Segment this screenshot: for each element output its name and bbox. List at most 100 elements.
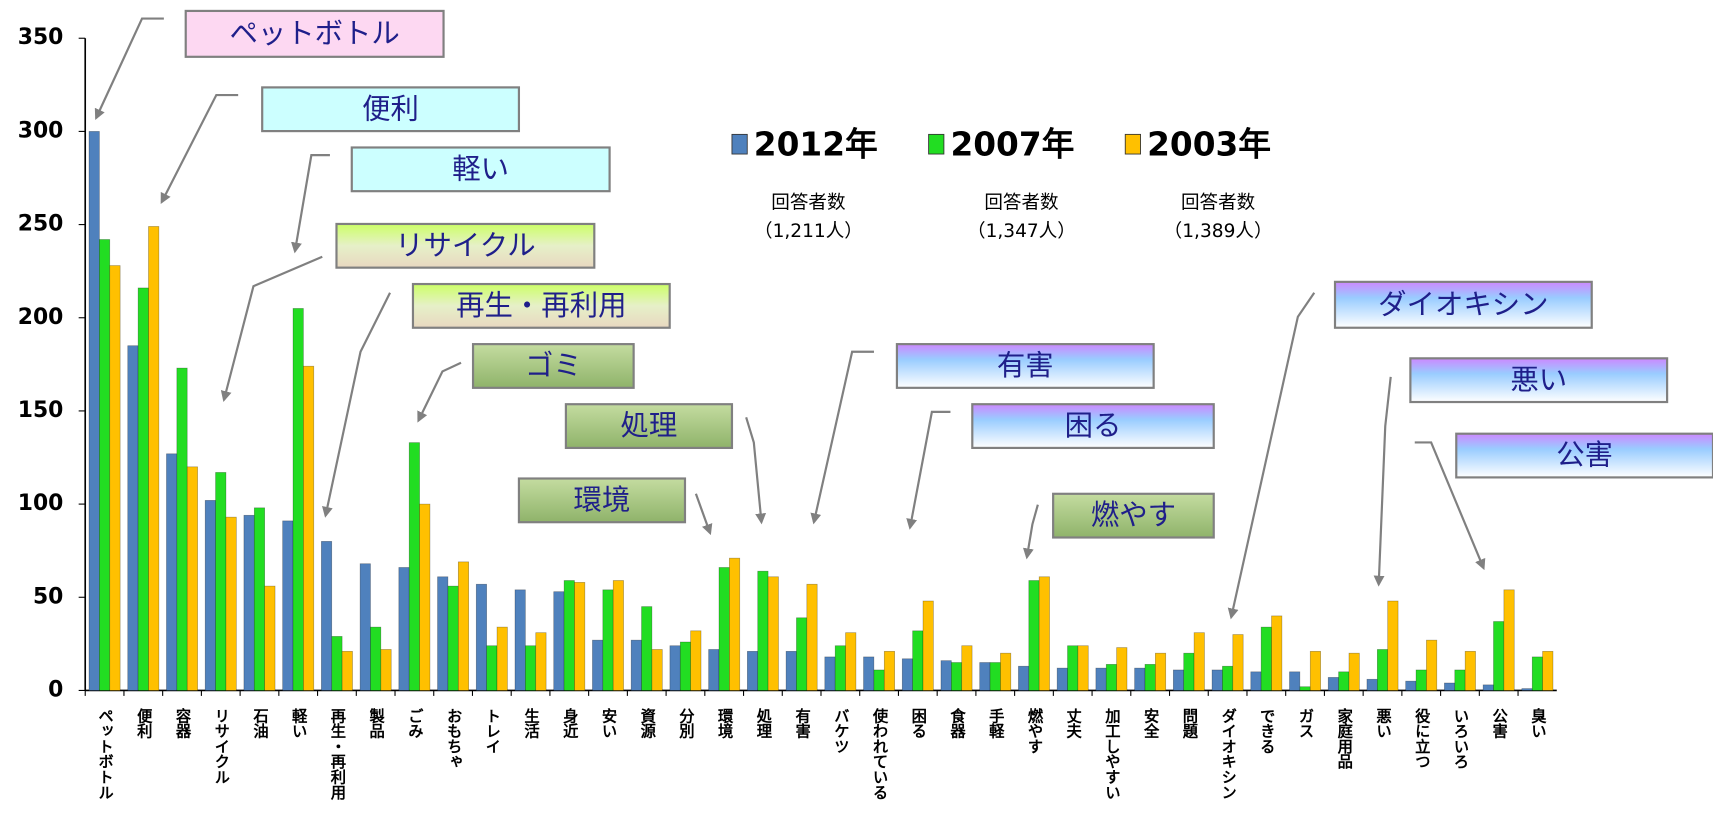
legend-swatch <box>1124 133 1141 155</box>
callout-label: ダイオキシン <box>1378 288 1548 321</box>
bar <box>1454 669 1466 691</box>
callout-label: 環境 <box>574 483 631 516</box>
x-tick-label: 処理 <box>754 707 773 738</box>
bar <box>612 580 624 691</box>
bar <box>1028 580 1040 691</box>
bar <box>1503 589 1515 691</box>
bar <box>1387 600 1399 691</box>
x-tick-label: トレイ <box>483 708 501 754</box>
callout-box <box>261 86 521 133</box>
bar <box>873 669 885 691</box>
bar <box>1116 647 1128 691</box>
x-tick-label: 臭い <box>1529 707 1547 738</box>
bar <box>951 662 963 691</box>
respondents-count: （1,211人） <box>754 221 863 242</box>
bar <box>437 576 449 691</box>
bar <box>475 583 487 691</box>
callout-box <box>971 403 1215 450</box>
x-tick-label: 問題 <box>1180 708 1198 740</box>
callout-box <box>350 146 611 193</box>
x-tick-label: 役に立つ <box>1413 707 1431 769</box>
callout-box <box>184 9 445 58</box>
legend-swatch <box>731 133 748 155</box>
callout-box <box>1333 280 1593 329</box>
bar <box>1095 667 1107 691</box>
x-tick-label: 分別 <box>677 708 696 740</box>
x-tick-label: 容器 <box>174 707 193 739</box>
bar <box>1105 664 1117 691</box>
bar <box>912 630 924 691</box>
bar <box>961 645 973 691</box>
x-tick-label: 家庭用品 <box>1335 707 1353 770</box>
bar <box>1521 688 1533 691</box>
x-tick-label: 石油 <box>251 708 270 740</box>
x-tick-label: バケツ <box>832 708 850 754</box>
bar <box>845 632 857 691</box>
bar <box>1271 615 1283 691</box>
bar <box>1232 634 1244 691</box>
bar <box>166 453 178 691</box>
bar <box>204 500 216 691</box>
x-tick-label: 加工しやすい <box>1103 708 1122 800</box>
callout-label: 軽い <box>452 152 509 185</box>
bar <box>563 580 575 691</box>
bar <box>176 367 188 691</box>
bar <box>1289 671 1301 691</box>
bar <box>1338 671 1350 691</box>
bar <box>447 585 459 691</box>
bar <box>922 600 934 691</box>
legend-label: 2003年 <box>1147 125 1271 163</box>
bar <box>979 662 991 691</box>
y-tick-label: 250 <box>18 212 64 237</box>
bar <box>679 641 691 691</box>
bar <box>1067 645 1079 691</box>
bar <box>359 563 371 691</box>
bar <box>186 466 198 691</box>
callout-box <box>411 282 671 329</box>
respondents-count: （1,347人） <box>967 221 1076 242</box>
bar <box>1405 680 1417 691</box>
bar <box>1366 678 1378 691</box>
bar <box>592 639 604 691</box>
bar <box>1482 684 1494 691</box>
bar <box>553 591 565 691</box>
callout-label: 処理 <box>621 409 678 442</box>
callout-label: リサイクル <box>395 229 536 262</box>
x-tick-label: 生活 <box>522 707 540 739</box>
callout-arrow <box>810 350 874 525</box>
bar <box>408 442 420 691</box>
callout-arrow <box>160 93 239 205</box>
bar <box>380 649 392 691</box>
bar <box>651 649 663 691</box>
bar <box>989 662 1001 691</box>
bar <box>1531 656 1543 691</box>
callout-arrow <box>94 17 164 120</box>
bar <box>1038 576 1050 691</box>
bar <box>1493 621 1505 691</box>
bar <box>303 365 315 691</box>
bar <box>1327 677 1339 691</box>
bar <box>834 645 846 691</box>
legend-label: 2007年 <box>950 125 1074 163</box>
y-tick-label: 50 <box>33 584 63 609</box>
x-tick-label: 再生・再利用 <box>328 708 346 801</box>
x-tick-label: 困る <box>909 708 927 739</box>
x-tick-label: ペットボトル <box>96 708 114 800</box>
bar <box>1250 671 1262 691</box>
legend-swatch <box>928 133 945 155</box>
callout-arrow <box>1022 504 1039 560</box>
callout-label: 便利 <box>362 92 419 125</box>
y-tick-label: 0 <box>48 677 63 702</box>
callout-arrow <box>745 417 767 525</box>
bar <box>1309 650 1321 691</box>
x-tick-label: おもちゃ <box>445 708 463 769</box>
callout-arrow <box>694 493 713 536</box>
bar <box>1426 639 1438 691</box>
callout-label: ゴミ <box>525 349 582 382</box>
x-tick-label: 有害 <box>793 707 811 739</box>
callout-arrow <box>1373 376 1392 587</box>
bar <box>88 131 100 691</box>
bar <box>940 660 952 691</box>
bar <box>1299 686 1311 691</box>
bar <box>282 520 294 691</box>
